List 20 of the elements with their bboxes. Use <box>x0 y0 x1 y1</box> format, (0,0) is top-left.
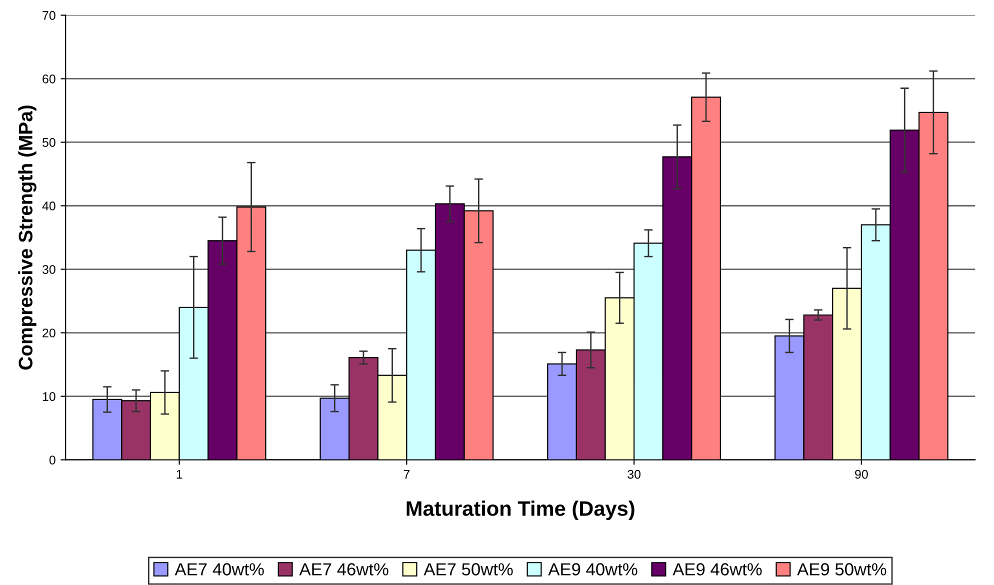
x-tick-label: 7 <box>404 470 410 479</box>
y-tick-label: 50 <box>42 138 56 147</box>
y-tick-label: 60 <box>42 74 56 84</box>
legend-label: AE7 46wt% <box>299 563 388 576</box>
y-tick-label: 70 <box>42 11 56 20</box>
y-tick-label: 40 <box>42 202 56 210</box>
y-tick-label: 20 <box>42 328 56 338</box>
y-tick-label: 30 <box>42 265 56 274</box>
legend-label: AE9 40wt% <box>548 563 638 576</box>
y-axis-title: Compressive Strength (MPa) <box>18 106 36 370</box>
x-tick-label: 90 <box>855 470 868 479</box>
x-tick-label: 1 <box>176 470 182 479</box>
legend-label: AE7 50wt% <box>424 563 513 576</box>
x-axis-title: Maturation Time (Days) <box>406 500 634 520</box>
legend-label: AE9 46wt% <box>672 563 762 576</box>
y-tick-label: 0 <box>49 456 56 464</box>
x-tick-label: 30 <box>628 470 641 479</box>
legend-label: AE7 40wt% <box>174 563 264 576</box>
legend-label: AE9 50wt% <box>797 563 886 576</box>
y-tick-label: 10 <box>42 392 56 401</box>
